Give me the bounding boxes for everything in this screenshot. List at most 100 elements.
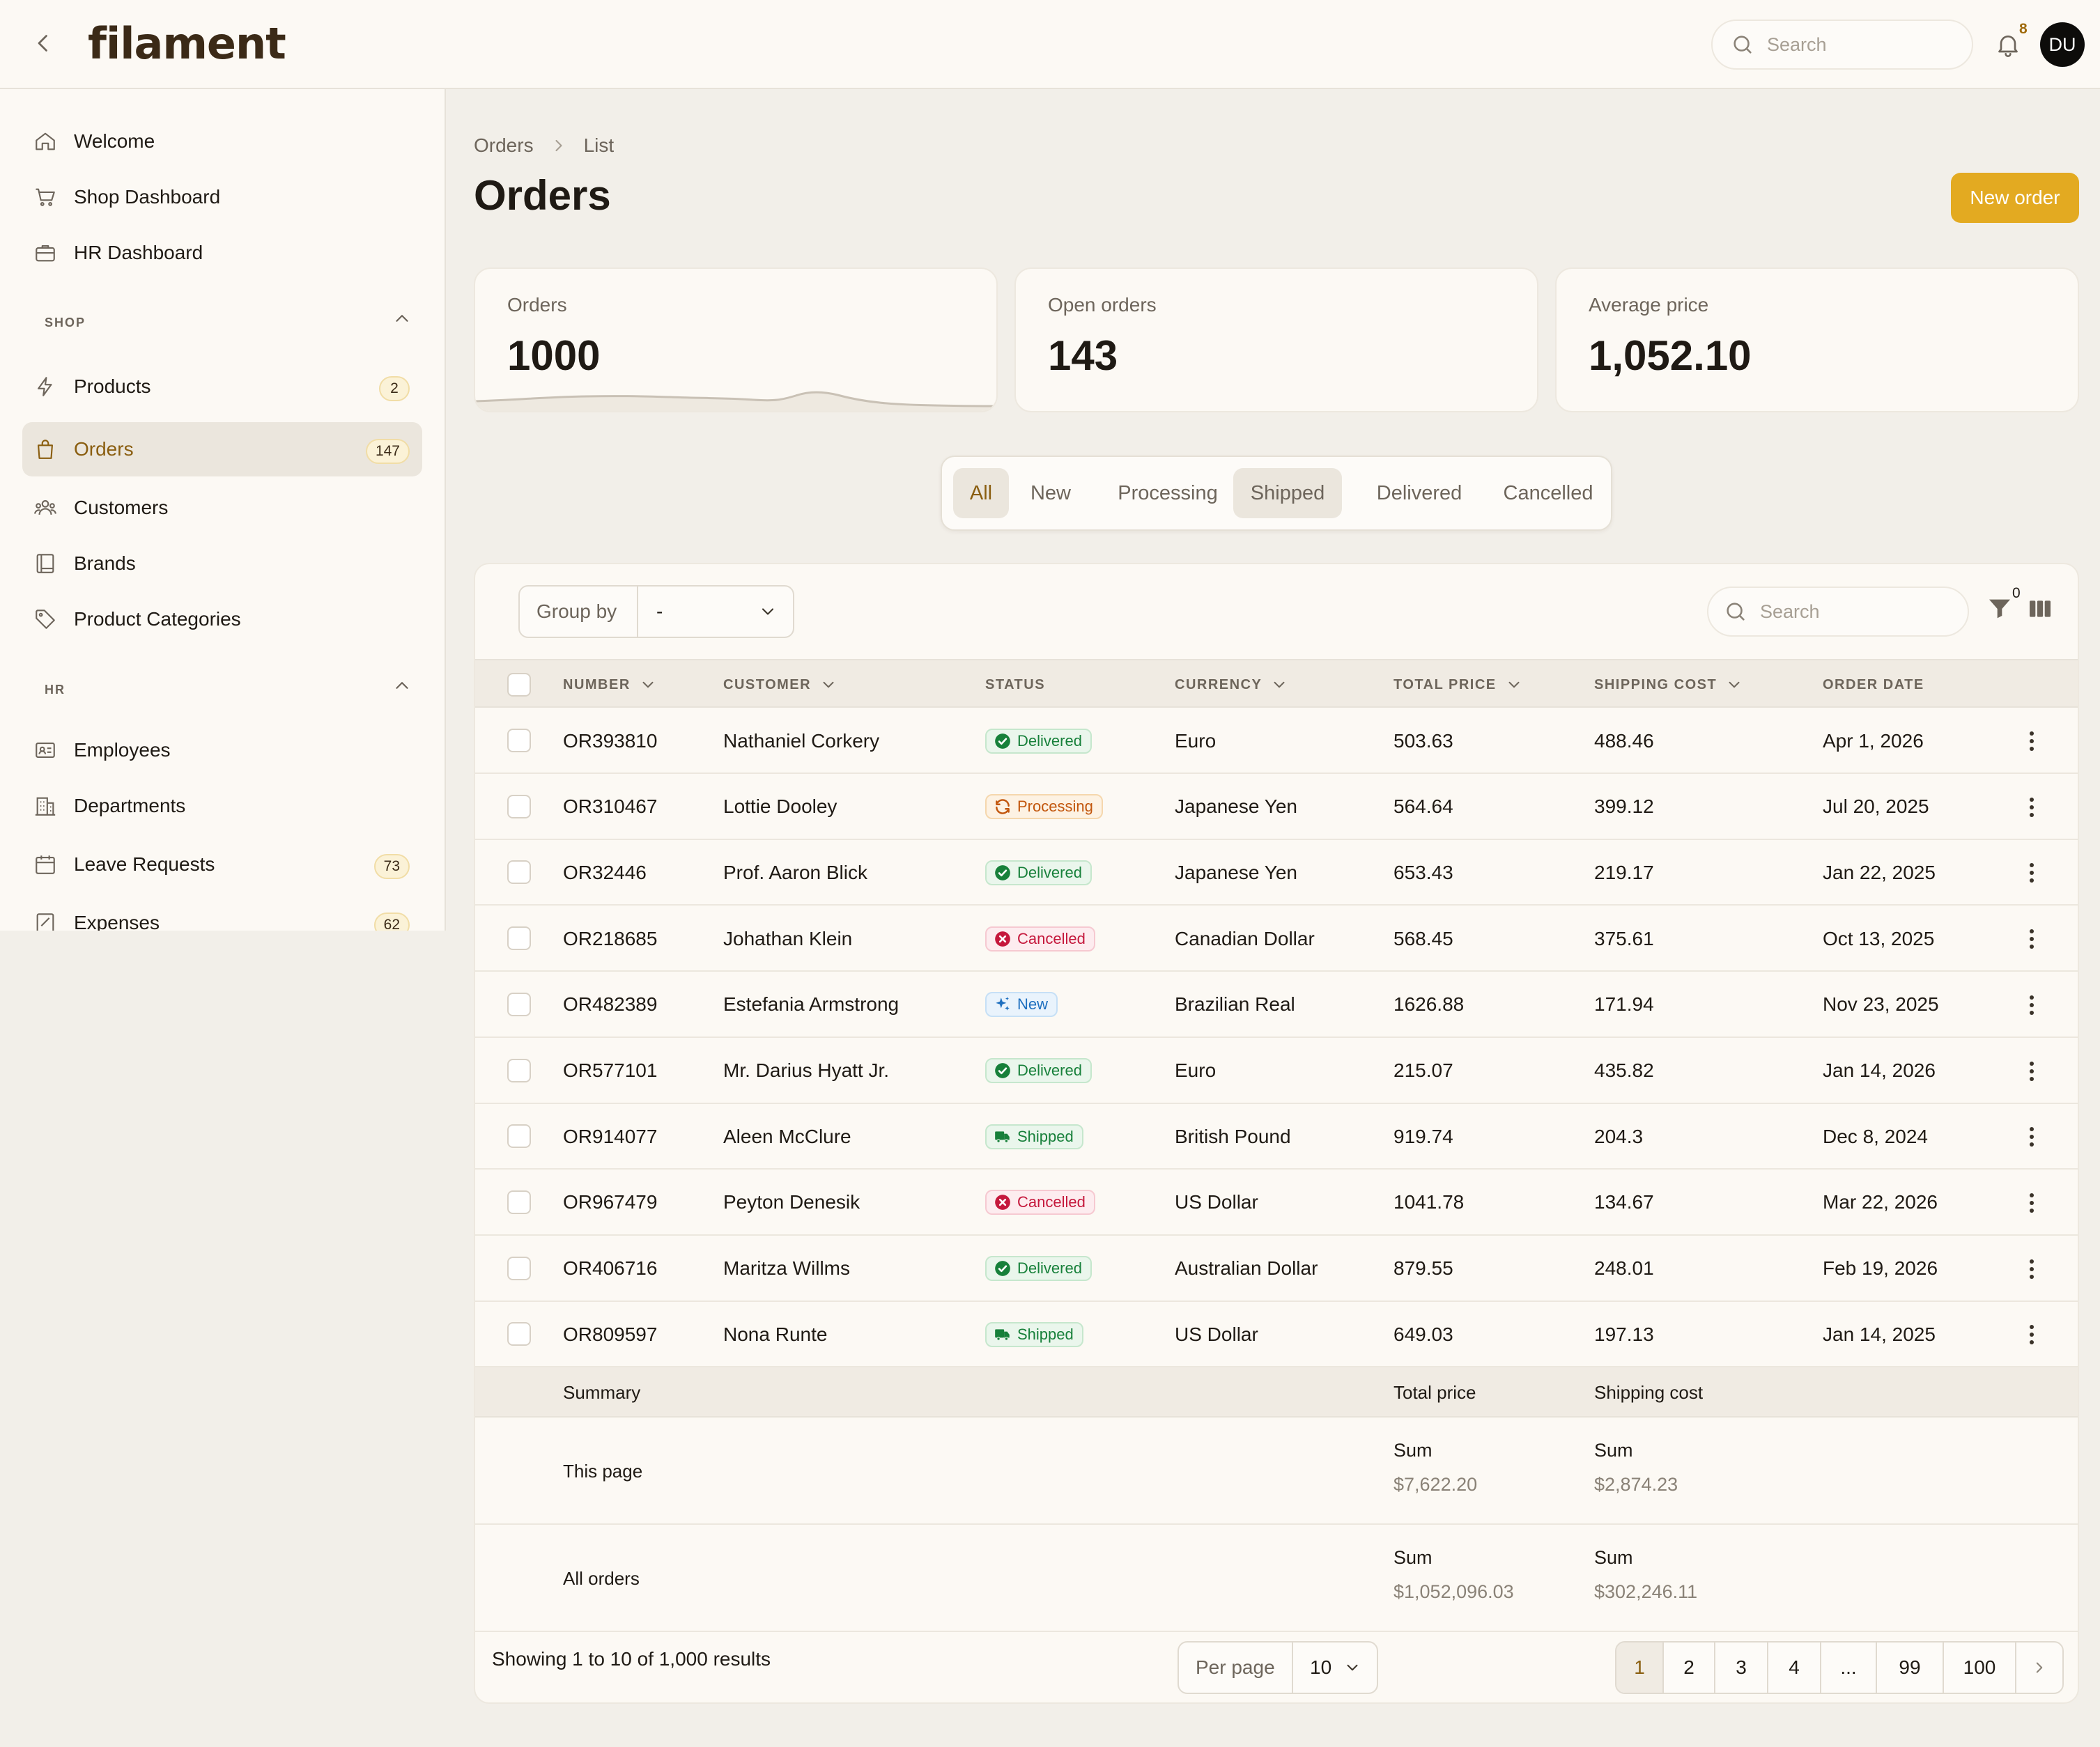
summary-total-block: Sum $7,622.20 <box>1393 1440 1477 1496</box>
sum-label: Sum <box>1393 1547 1433 1568</box>
row-checkbox[interactable] <box>507 860 531 885</box>
sidebar-item-products[interactable]: Products 2 <box>22 359 422 414</box>
row-checkbox[interactable] <box>507 1124 531 1149</box>
logo[interactable]: filament <box>88 18 286 69</box>
table-row[interactable]: OR310467 Lottie Dooley Japanese Yen 564.64 3… <box>475 774 2078 840</box>
row-checkbox[interactable] <box>507 1256 531 1280</box>
cell-date: Jul 20, 2025 <box>1823 795 1929 818</box>
tab-cancelled[interactable]: Cancelled <box>1503 481 1593 504</box>
sidebar-item-hr-dashboard[interactable]: HR Dashboard <box>22 226 422 280</box>
new-order-button[interactable]: New order <box>1951 173 2079 223</box>
summary-row-this-page: This page Sum $7,622.20 Sum $2,874.23 <box>475 1418 2078 1525</box>
page-button[interactable]: 3 <box>1715 1643 1768 1693</box>
row-actions-icon[interactable] <box>2023 1123 2040 1151</box>
table-row[interactable]: OR32446 Prof. Aaron Blick Japanese Yen 653.… <box>475 839 2078 906</box>
group-by-select[interactable]: Group by - <box>518 585 794 638</box>
sidebar-item-customers[interactable]: Customers <box>22 481 422 535</box>
stat-card-open-orders: Open orders 143 <box>1014 267 1538 412</box>
chevron-up-icon[interactable] <box>392 675 412 696</box>
global-search-input[interactable] <box>1767 33 1948 56</box>
row-checkbox[interactable] <box>507 794 531 818</box>
filter-icon[interactable] <box>1986 595 2014 623</box>
row-actions-icon[interactable] <box>2023 925 2040 953</box>
cell-total: 879.55 <box>1393 1257 1453 1280</box>
check-circle-icon <box>994 864 1017 882</box>
per-page-value[interactable]: 10 <box>1310 1656 1332 1678</box>
row-checkbox[interactable] <box>507 729 531 752</box>
page-button[interactable]: 99 <box>1877 1643 1944 1693</box>
row-actions-icon[interactable] <box>2023 793 2040 821</box>
group-by-value[interactable]: - <box>656 600 663 622</box>
pagination-summary: Showing 1 to 10 of 1,000 results <box>492 1648 771 1670</box>
column-header-number[interactable]: NUMBER <box>563 660 657 709</box>
row-checkbox[interactable] <box>507 1190 531 1214</box>
select-all-checkbox[interactable] <box>507 673 531 697</box>
row-actions-icon[interactable] <box>2023 1189 2040 1217</box>
next-page-button[interactable] <box>2016 1643 2062 1693</box>
per-page-select[interactable]: Per page 10 <box>1178 1641 1378 1694</box>
summary-shipping-block: Sum $2,874.23 <box>1594 1440 1678 1496</box>
tab-processing[interactable]: Processing <box>1118 481 1218 504</box>
sum-value: $1,052,096.03 <box>1393 1581 1514 1602</box>
sidebar-item-leave-requests[interactable]: Leave Requests 73 <box>22 837 422 892</box>
receipt-icon <box>33 911 57 931</box>
sidebar-item-expenses[interactable]: Expenses 62 <box>22 896 422 931</box>
cell-number: OR393810 <box>563 729 658 752</box>
back-arrow-icon[interactable] <box>31 31 56 56</box>
tab-delivered[interactable]: Delivered <box>1376 481 1462 504</box>
table-search-input[interactable] <box>1760 600 1941 623</box>
row-checkbox[interactable] <box>507 1322 531 1346</box>
row-actions-icon[interactable] <box>2023 859 2040 887</box>
sidebar-item-employees[interactable]: Employees <box>22 723 422 777</box>
sidebar-item-product-categories[interactable]: Product Categories <box>22 592 422 646</box>
column-header-total-price[interactable]: TOTAL PRICE <box>1393 660 1523 709</box>
table-row[interactable]: OR809597 Nona Runte US Dollar 649.03 197.13 J… <box>475 1301 2078 1368</box>
table-row[interactable]: OR482389 Estefania Armstrong Brazilian Rea… <box>475 972 2078 1038</box>
row-actions-icon[interactable] <box>2023 991 2040 1019</box>
table-row[interactable]: OR914077 Aleen McClure British Pound 919.74… <box>475 1103 2078 1170</box>
row-checkbox[interactable] <box>507 992 531 1016</box>
row-actions-icon[interactable] <box>2023 727 2040 755</box>
column-header-customer[interactable]: CUSTOMER <box>723 660 837 709</box>
column-header-order-date[interactable]: ORDER DATE <box>1823 660 1924 709</box>
calendar-icon <box>33 853 57 876</box>
sidebar-item-brands[interactable]: Brands <box>22 536 422 591</box>
sidebar-item-departments[interactable]: Departments <box>22 779 422 833</box>
row-actions-icon[interactable] <box>2023 1057 2040 1085</box>
table-row[interactable]: OR406716 Maritza Willms Australian Dollar 8… <box>475 1236 2078 1302</box>
summary-total-block: Sum $1,052,096.03 <box>1393 1547 1514 1603</box>
column-label: NUMBER <box>563 676 631 692</box>
column-label: CURRENCY <box>1175 676 1263 692</box>
page-button[interactable]: 100 <box>1944 1643 2016 1693</box>
sidebar-item-welcome[interactable]: Welcome <box>22 114 422 169</box>
sidebar-item-shop-dashboard[interactable]: Shop Dashboard <box>22 170 422 224</box>
row-checkbox[interactable] <box>507 926 531 951</box>
table-row[interactable]: OR218685 Johathan Klein Canadian Dollar 568… <box>475 906 2078 972</box>
page-button[interactable]: 2 <box>1664 1643 1715 1693</box>
table-row[interactable]: OR967479 Peyton Denesik US Dollar 1041.78 13… <box>475 1170 2078 1236</box>
page-button[interactable]: 1 <box>1616 1643 1664 1693</box>
table-row[interactable]: OR577101 Mr. Darius Hyatt Jr. Euro 215.07 43… <box>475 1038 2078 1104</box>
truck-icon <box>994 1128 1017 1146</box>
bell-icon[interactable] <box>1994 31 2022 59</box>
row-actions-icon[interactable] <box>2023 1321 2040 1349</box>
page-button[interactable]: 4 <box>1768 1643 1821 1693</box>
table-search[interactable] <box>1707 587 1969 637</box>
sidebar-item-orders[interactable]: Orders 147 <box>22 422 422 476</box>
sidebar-item-label: Product Categories <box>74 608 241 630</box>
column-header-shipping-cost[interactable]: SHIPPING COST <box>1594 660 1743 709</box>
row-actions-icon[interactable] <box>2023 1255 2040 1283</box>
global-search[interactable] <box>1711 20 1973 70</box>
check-circle-icon <box>994 1062 1017 1080</box>
tab-all[interactable]: All <box>953 468 1009 518</box>
tab-new[interactable]: New <box>1030 481 1071 504</box>
table-row[interactable]: OR393810 Nathaniel Corkery Euro 503.63 488.4… <box>475 708 2078 774</box>
chevron-up-icon[interactable] <box>392 308 412 329</box>
cell-shipping: 435.82 <box>1594 1059 1654 1081</box>
breadcrumb-orders[interactable]: Orders <box>474 134 534 156</box>
columns-icon[interactable] <box>2026 595 2054 623</box>
row-checkbox[interactable] <box>507 1058 531 1082</box>
tab-shipped[interactable]: Shipped <box>1233 468 1342 518</box>
column-header-currency[interactable]: CURRENCY <box>1175 660 1288 709</box>
avatar[interactable]: DU <box>2040 22 2085 67</box>
